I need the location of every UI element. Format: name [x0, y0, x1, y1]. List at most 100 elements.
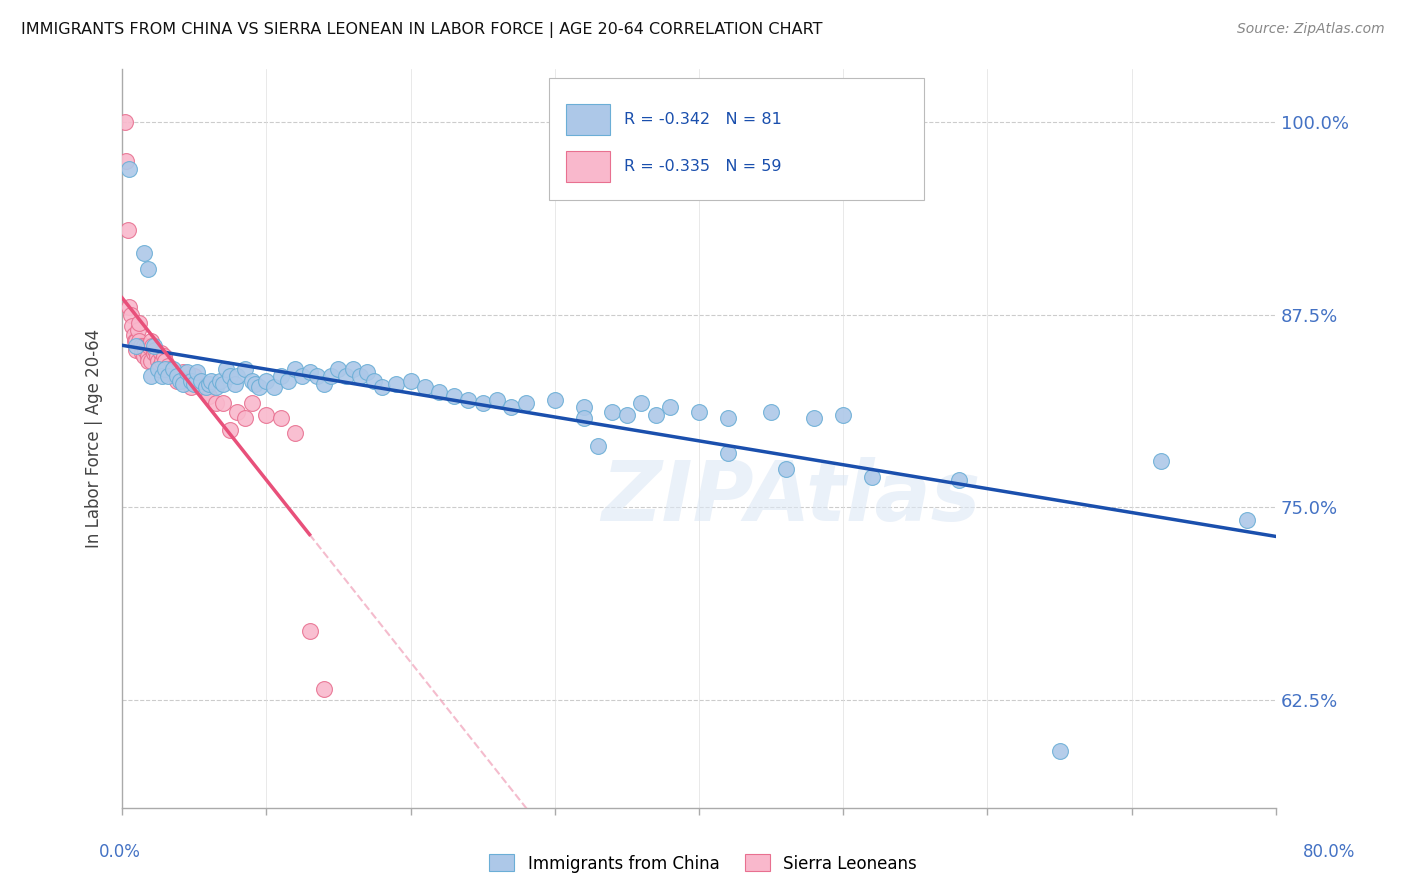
Point [803, 411, 825, 425]
Point [759, 405, 782, 419]
Point [572, 411, 595, 425]
Point [183, 369, 205, 384]
Point [215, 361, 238, 376]
Point [143, 343, 166, 358]
Point [270, 369, 292, 384]
Point [159, 361, 181, 376]
Point [363, 374, 385, 388]
Point [263, 380, 285, 394]
Point [114, 115, 136, 129]
Point [134, 343, 156, 358]
Point [156, 365, 179, 379]
Point [486, 392, 509, 407]
Point [226, 369, 249, 384]
Point [312, 681, 335, 696]
Point [153, 350, 176, 364]
Point [277, 374, 299, 388]
Point [572, 401, 595, 415]
Point [120, 308, 142, 322]
Point [127, 323, 149, 337]
Point [136, 350, 159, 364]
Point [413, 380, 436, 394]
Point [370, 380, 392, 394]
Point [157, 359, 180, 373]
Point [172, 365, 194, 379]
Text: Source: ZipAtlas.com: Source: ZipAtlas.com [1237, 22, 1385, 37]
Point [200, 374, 222, 388]
Point [129, 339, 152, 353]
Point [125, 334, 148, 348]
Point [186, 365, 208, 379]
Point [142, 339, 165, 353]
Point [125, 339, 148, 353]
Point [209, 374, 232, 388]
Point [139, 354, 162, 368]
Point [162, 365, 184, 379]
Point [616, 408, 638, 422]
Point [298, 365, 321, 379]
Bar [567, 104, 610, 135]
Text: ZIPAtlas: ZIPAtlas [602, 457, 981, 538]
Point [136, 261, 159, 276]
Point [131, 346, 153, 360]
Point [132, 246, 155, 260]
Point [146, 354, 169, 368]
Point [717, 411, 740, 425]
Point [204, 380, 226, 394]
Point [212, 377, 235, 392]
Point [356, 365, 378, 379]
Point [1049, 744, 1071, 758]
Point [118, 300, 141, 314]
Point [240, 395, 263, 409]
Point [118, 161, 141, 176]
Point [586, 439, 609, 453]
Point [298, 624, 321, 638]
Point [860, 469, 883, 483]
Point [145, 350, 167, 364]
Point [180, 374, 202, 388]
Point [190, 374, 212, 388]
Point [132, 339, 155, 353]
Point [219, 369, 242, 384]
Point [166, 374, 188, 388]
Point [183, 377, 205, 392]
Point [457, 392, 479, 407]
Point [659, 401, 682, 415]
Point [328, 361, 350, 376]
Text: 0.0%: 0.0% [98, 843, 141, 861]
Point [321, 369, 343, 384]
Point [155, 361, 177, 376]
Point [515, 395, 537, 409]
Point [305, 369, 328, 384]
Point [152, 369, 174, 384]
Point [775, 462, 797, 476]
Point [139, 369, 162, 384]
Point [233, 411, 256, 425]
Point [169, 374, 191, 388]
Point [194, 384, 217, 399]
Point [427, 384, 450, 399]
Point [197, 377, 219, 392]
Point [1149, 454, 1171, 468]
Point [335, 369, 357, 384]
Point [284, 426, 307, 441]
Point [128, 334, 150, 348]
Point [146, 361, 169, 376]
Point [312, 377, 335, 392]
Point [176, 374, 198, 388]
Point [204, 395, 226, 409]
Point [254, 374, 277, 388]
Point [197, 389, 219, 403]
Point [122, 327, 145, 342]
Text: R = -0.342   N = 81: R = -0.342 N = 81 [624, 112, 782, 127]
Point [291, 369, 314, 384]
Point [135, 339, 157, 353]
Y-axis label: In Labor Force | Age 20-64: In Labor Force | Age 20-64 [86, 328, 103, 548]
Point [630, 395, 652, 409]
Point [136, 354, 159, 368]
Point [148, 359, 170, 373]
Point [254, 408, 277, 422]
Point [190, 380, 212, 394]
Point [399, 374, 422, 388]
Point [602, 405, 624, 419]
